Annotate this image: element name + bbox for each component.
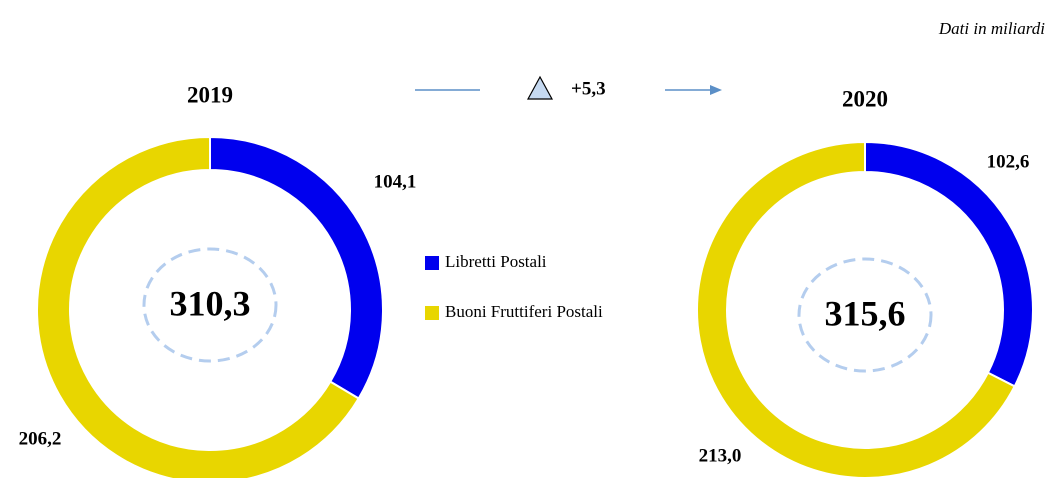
arrow-head [710, 85, 722, 95]
value-label: 206,2 [19, 428, 62, 449]
donut-slice [209, 135, 384, 400]
note: Dati in miliardi [938, 19, 1045, 38]
legend-label: Buoni Fruttiferi Postali [445, 302, 603, 321]
donut-slice [696, 140, 1016, 478]
value-label: 213,0 [699, 445, 742, 466]
value-label: 102,6 [987, 151, 1030, 172]
value-label: 104,1 [374, 171, 417, 192]
chart-title: 2020 [842, 86, 888, 111]
legend-label: Libretti Postali [445, 252, 547, 271]
total-label: 310,3 [170, 283, 251, 323]
center-ellipse [142, 247, 278, 363]
chart-title: 2019 [187, 82, 233, 107]
legend-swatch [425, 306, 439, 320]
donut-slice [36, 135, 361, 478]
total-label: 315,6 [825, 293, 906, 333]
legend-swatch [425, 256, 439, 270]
change-label: +5,3 [571, 78, 606, 99]
delta-icon [526, 75, 554, 100]
center-ellipse [797, 257, 933, 373]
